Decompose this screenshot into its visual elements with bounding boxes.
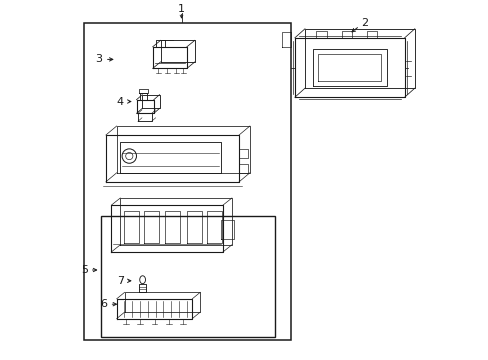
Text: 6: 6 bbox=[101, 299, 107, 309]
Text: 7: 7 bbox=[117, 276, 123, 286]
Bar bbox=[101, 216, 275, 337]
Text: 4: 4 bbox=[117, 96, 123, 107]
Text: 2: 2 bbox=[361, 18, 368, 28]
Bar bbox=[84, 23, 291, 340]
Text: 1: 1 bbox=[178, 4, 184, 14]
Text: 5: 5 bbox=[81, 265, 88, 275]
Text: 3: 3 bbox=[95, 54, 102, 64]
